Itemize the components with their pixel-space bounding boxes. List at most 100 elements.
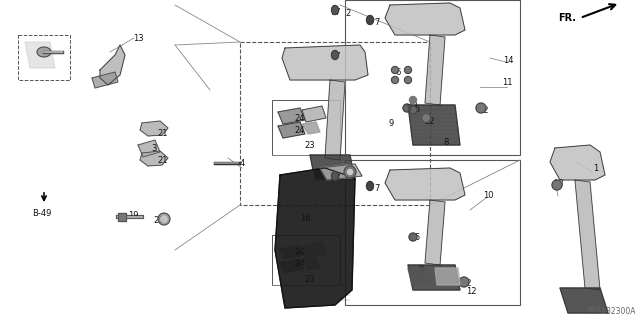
Text: 15: 15 [407, 99, 417, 108]
Text: 22: 22 [479, 106, 489, 115]
Text: 4: 4 [239, 158, 244, 167]
Text: 20: 20 [154, 215, 164, 225]
Polygon shape [278, 258, 305, 274]
Text: 16: 16 [300, 213, 310, 222]
Ellipse shape [367, 181, 374, 190]
Polygon shape [408, 105, 460, 145]
Circle shape [476, 103, 486, 113]
Polygon shape [425, 200, 445, 265]
Polygon shape [302, 122, 320, 134]
Text: 13: 13 [132, 34, 143, 43]
Text: 2: 2 [346, 9, 351, 18]
Bar [240, 42, 430, 205]
Text: 3: 3 [151, 143, 157, 153]
Text: 24: 24 [295, 125, 305, 134]
Text: 14: 14 [503, 55, 513, 65]
Text: 9: 9 [419, 266, 424, 275]
Polygon shape [560, 288, 608, 313]
Circle shape [422, 114, 431, 123]
Circle shape [392, 67, 399, 74]
Text: 17: 17 [330, 52, 340, 60]
Text: 9: 9 [388, 118, 394, 127]
Text: 21: 21 [157, 156, 168, 164]
Polygon shape [310, 155, 355, 180]
Text: 23: 23 [305, 276, 316, 284]
Bar [345, 0, 520, 155]
Text: 8: 8 [444, 138, 449, 147]
Text: 1: 1 [593, 164, 598, 172]
Text: TR04B2300A: TR04B2300A [586, 307, 636, 316]
Text: 21: 21 [157, 129, 168, 138]
Polygon shape [302, 106, 326, 122]
Polygon shape [408, 265, 460, 290]
Bar [118, 213, 126, 221]
Ellipse shape [348, 170, 353, 174]
Text: B-49: B-49 [32, 209, 52, 218]
Ellipse shape [161, 216, 167, 222]
Ellipse shape [332, 172, 339, 180]
Polygon shape [278, 108, 305, 124]
Polygon shape [282, 45, 368, 80]
Circle shape [552, 180, 562, 190]
Circle shape [409, 233, 417, 241]
Polygon shape [550, 145, 605, 180]
Circle shape [459, 277, 469, 287]
Polygon shape [100, 45, 125, 85]
Text: 5: 5 [414, 233, 420, 242]
Polygon shape [275, 168, 355, 308]
Polygon shape [385, 3, 465, 35]
Polygon shape [408, 268, 432, 285]
Polygon shape [278, 122, 305, 138]
Text: 10: 10 [483, 190, 493, 199]
Text: 5: 5 [414, 105, 420, 114]
Text: FR.: FR. [558, 13, 576, 23]
Bar [345, 160, 520, 305]
Polygon shape [92, 72, 118, 88]
Polygon shape [25, 42, 55, 68]
Text: 24: 24 [295, 260, 305, 268]
Circle shape [404, 67, 412, 74]
Polygon shape [385, 168, 465, 200]
Text: 24: 24 [295, 114, 305, 123]
Ellipse shape [367, 15, 374, 25]
Polygon shape [302, 258, 320, 270]
Circle shape [403, 104, 411, 112]
Text: 6: 6 [396, 68, 401, 76]
Polygon shape [278, 244, 305, 260]
Text: 7: 7 [374, 183, 380, 193]
Polygon shape [325, 80, 345, 160]
Bar [18, 35, 70, 80]
Bar [118, 213, 126, 221]
Circle shape [410, 97, 417, 103]
Text: 19: 19 [128, 211, 138, 220]
Bar [272, 235, 340, 285]
Polygon shape [575, 180, 600, 290]
Polygon shape [425, 35, 445, 105]
Text: 22: 22 [425, 116, 435, 125]
Text: 17: 17 [330, 7, 340, 17]
Circle shape [404, 76, 412, 84]
Text: 11: 11 [502, 77, 512, 86]
Polygon shape [320, 164, 362, 180]
Text: 7: 7 [374, 18, 380, 27]
Polygon shape [302, 242, 326, 258]
Ellipse shape [344, 166, 356, 178]
Text: 18: 18 [553, 179, 563, 188]
Text: 22: 22 [461, 278, 472, 287]
Bar [272, 100, 340, 155]
Ellipse shape [37, 47, 51, 57]
Ellipse shape [158, 213, 170, 225]
Text: 12: 12 [466, 287, 476, 297]
Text: 17: 17 [330, 173, 340, 182]
Ellipse shape [332, 51, 339, 60]
Circle shape [409, 106, 417, 114]
Text: 23: 23 [305, 140, 316, 149]
Circle shape [392, 76, 399, 84]
Polygon shape [140, 121, 168, 136]
Text: 2: 2 [346, 170, 351, 179]
Polygon shape [435, 268, 460, 285]
Text: 24: 24 [295, 247, 305, 257]
Polygon shape [138, 140, 160, 157]
Polygon shape [140, 151, 168, 166]
Ellipse shape [332, 5, 339, 14]
